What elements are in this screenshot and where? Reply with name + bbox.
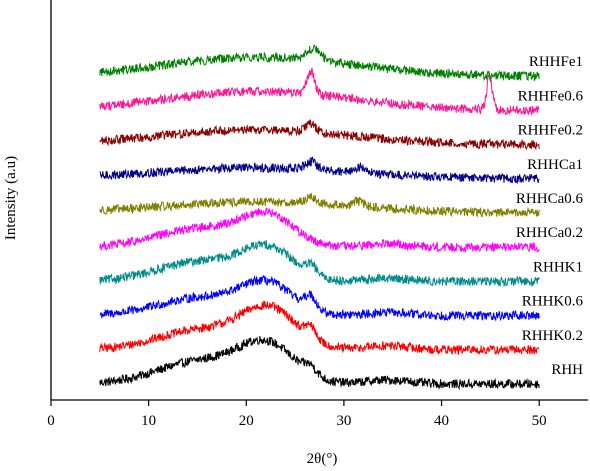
x-tick-labels: 0 10 20 30 40 50	[47, 413, 546, 429]
series-line-rhh	[99, 335, 540, 391]
series-label-rhhk0-2: RHHK0.2	[522, 328, 583, 344]
x-ticks	[50, 400, 540, 406]
series-label-rhh: RHH	[551, 362, 583, 378]
series-label-rhhk1: RHHK1	[533, 259, 583, 275]
series-line-rhhk0-2	[99, 300, 540, 356]
plot-area: 0 10 20 30 40 50 RHH RHHK0.2 RHHK0.6 RHHK1 RHHCa0…	[47, 0, 588, 429]
series-line-rhhca0-2	[99, 207, 540, 253]
series-label-rhhfe0-6: RHHFe0.6	[518, 88, 584, 104]
y-axis-label: Intensity (a.u)	[3, 156, 19, 240]
series-line-rhhfe1	[99, 43, 540, 82]
series-line-rhhk0-6	[99, 274, 540, 322]
series-lines	[99, 43, 540, 391]
x-tick-label-40: 40	[434, 413, 449, 429]
series-label-rhhca0-6: RHHCa0.6	[516, 191, 584, 207]
series-line-rhhfe0-6	[99, 67, 540, 116]
x-tick-label-30: 30	[336, 413, 351, 429]
series-label-rhhca0-2: RHHCa0.2	[516, 225, 583, 241]
series-label-rhhfe0-2: RHHFe0.2	[518, 123, 583, 139]
series-line-rhhk1	[99, 240, 540, 288]
series-label-rhhk0-6: RHHK0.6	[522, 294, 584, 310]
series-line-rhhca1	[99, 155, 540, 185]
x-tick-label-50: 50	[532, 413, 547, 429]
x-tick-label-20: 20	[239, 413, 254, 429]
series-label-rhhfe1: RHHFe1	[529, 54, 583, 70]
series-line-rhhfe0-2	[99, 119, 540, 151]
x-tick-label-10: 10	[141, 413, 156, 429]
x-tick-label-0: 0	[47, 413, 55, 429]
x-axis-label: 2θ(°)	[307, 451, 338, 467]
series-label-rhhca1: RHHCa1	[527, 157, 583, 173]
series-line-rhhca0-6	[99, 192, 540, 218]
series-labels: RHH RHHK0.2 RHHK0.6 RHHK1 RHHCa0.2 RHHCa0.6 RH…	[516, 54, 584, 378]
